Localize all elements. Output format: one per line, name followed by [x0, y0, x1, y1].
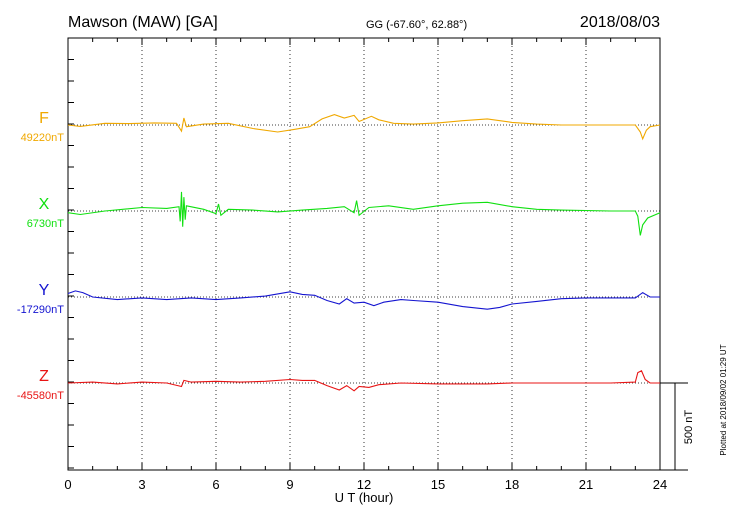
- x-tick-label-9: 9: [286, 477, 293, 492]
- scale-bar: 500 nT: [660, 382, 695, 471]
- grid: [68, 38, 660, 470]
- x-tick-label-24: 24: [653, 477, 667, 492]
- series-line-x: [67, 191, 661, 236]
- series-line-f: [67, 114, 661, 141]
- x-axis-label: U T (hour): [335, 490, 394, 505]
- series-baseline-z: -45580nT: [17, 390, 64, 402]
- series-line-z: [67, 370, 660, 392]
- date-label: 2018/08/03: [580, 14, 660, 31]
- coordinates-label: GG (-67.60°, 62.88°): [366, 19, 467, 31]
- series-baseline-y: -17290nT: [17, 304, 64, 316]
- x-tick-label-0: 0: [64, 477, 71, 492]
- scale-bar-label: 500 nT: [683, 410, 695, 445]
- plotted-timestamp: Plotted at 2018/09/02 01:29 UT: [719, 344, 728, 455]
- x-tick-label-21: 21: [579, 477, 593, 492]
- series-baseline-f: 49220nT: [21, 132, 65, 144]
- series-baseline-x: 6730nT: [27, 218, 65, 230]
- x-tick-label-15: 15: [431, 477, 445, 492]
- series-name-y: Y: [39, 282, 50, 299]
- station-title: Mawson (MAW) [GA]: [68, 14, 218, 31]
- series-name-x: X: [39, 196, 50, 213]
- x-tick-label-12: 12: [357, 477, 371, 492]
- series-line-y: [67, 290, 660, 310]
- x-tick-label-3: 3: [138, 477, 145, 492]
- series-labels: F 49220nT X 6730nT Y -17290nT Z -45580nT: [17, 110, 64, 402]
- series-name-f: F: [39, 110, 49, 127]
- x-tick-label-18: 18: [505, 477, 519, 492]
- axis-ticks: 0 3 6 9 12 15 18 21 24: [64, 38, 667, 492]
- series-layer: [67, 114, 661, 392]
- series-name-z: Z: [39, 368, 49, 385]
- x-tick-label-6: 6: [212, 477, 219, 492]
